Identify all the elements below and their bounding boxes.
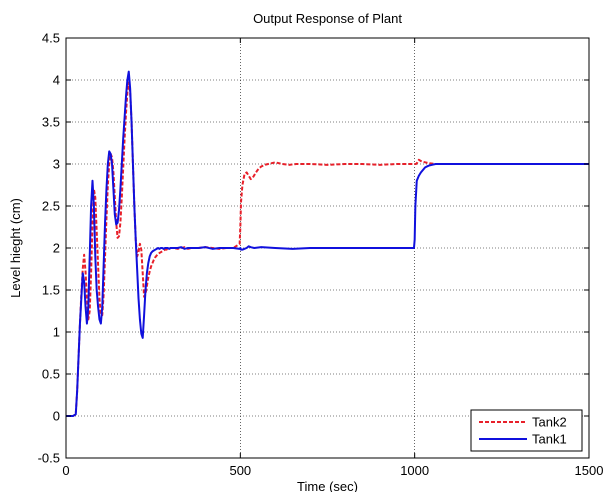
y-tick-label-3: 3: [53, 157, 60, 172]
y-tick-label-4: 4: [53, 73, 60, 88]
chart-title: Output Response of Plant: [253, 11, 402, 26]
y-tick-label-0: 0: [53, 409, 60, 424]
series-layer: [66, 70, 589, 417]
y-tick-label-1p5: 1.5: [42, 283, 60, 298]
x-axis-label: Time (sec): [297, 479, 358, 492]
axis-ticks: 0 500 1000 1500-0.500.511.522.533.544.5: [38, 31, 604, 479]
x-tick-label-500: 500: [229, 463, 251, 478]
y-tick-label-4p5: 4.5: [42, 31, 60, 46]
y-tick-label-2p5: 2.5: [42, 199, 60, 214]
legend: Tank2 Tank1: [470, 409, 583, 452]
y-tick-label-neg0p5: -0.5: [38, 451, 60, 466]
y-tick-label-1: 1: [53, 325, 60, 340]
y-axis-label: Level hieght (cm): [8, 198, 23, 298]
y-tick-label-2: 2: [53, 241, 60, 256]
legend-box: [470, 409, 583, 452]
legend-label-tank1: Tank1: [532, 432, 567, 447]
x-tick-label-1000: 1000: [400, 463, 429, 478]
x-tick-label-0: 0: [62, 463, 69, 478]
series-line-tank1: [66, 70, 589, 417]
y-tick-label-3p5: 3.5: [42, 115, 60, 130]
x-tick-label-1500: 1500: [575, 463, 604, 478]
legend-label-tank2: Tank2: [532, 415, 567, 430]
series-line-tank2: [66, 81, 589, 417]
y-tick-label-0p5: 0.5: [42, 367, 60, 382]
